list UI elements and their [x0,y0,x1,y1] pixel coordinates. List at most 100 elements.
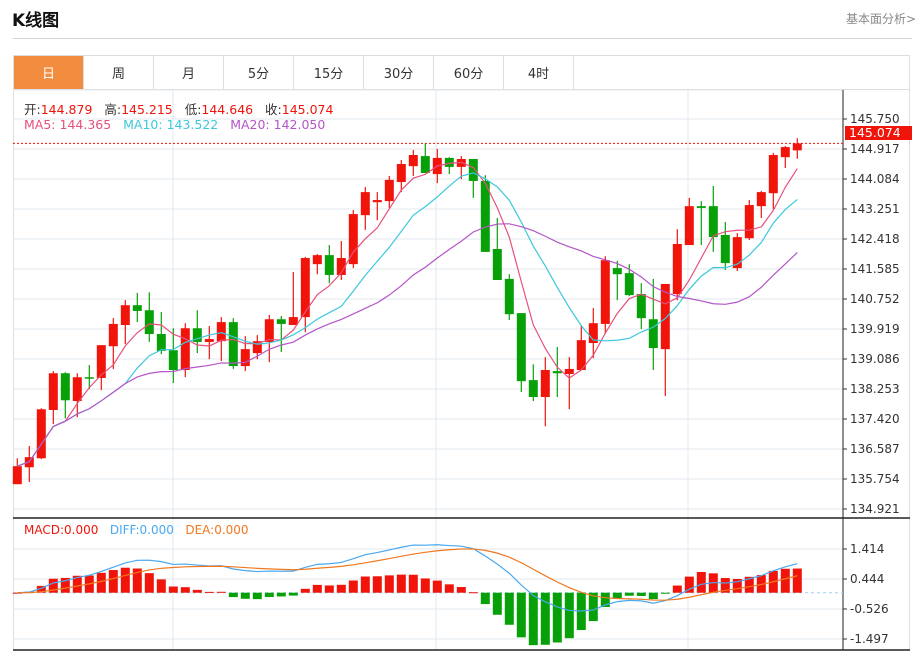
candle-body [360,192,370,216]
tab-60min[interactable]: 60分 [434,56,504,89]
candle-body [96,345,106,378]
candle-body [504,278,514,315]
tab-day[interactable]: 日 [14,56,84,89]
macd-bar [408,574,418,593]
price-tick-label: 139.919 [850,322,900,336]
candle-body [624,273,634,296]
close-label: 收: [265,102,282,117]
price-tick-label: 142.418 [850,232,900,246]
macd-tick-label: 1.414 [850,542,884,556]
candle-body [684,206,694,246]
candle-body [312,255,322,265]
macd-bar [468,592,478,594]
candle-body [408,155,418,167]
candle-body [468,158,478,181]
tab-15min[interactable]: 15分 [294,56,364,89]
candle-body [204,339,214,342]
candle-body [132,305,142,311]
candle-body [444,157,454,167]
macd-bar [276,592,286,597]
macd-bar [684,576,694,593]
candle-body [648,319,658,349]
diff-value: DIFF:0.000 [109,523,174,537]
macd-bar [360,576,370,593]
macd-bar [336,584,346,593]
tab-30min[interactable]: 30分 [364,56,434,89]
candle-body [696,206,706,208]
macd-bar [600,592,610,608]
macd-bar [444,584,454,593]
candle-body [300,258,310,318]
tab-month[interactable]: 月 [154,56,224,89]
tab-4hour[interactable]: 4时 [504,56,574,89]
high-label: 高: [104,102,122,117]
macd-bar [492,592,502,615]
macd-bar [300,588,310,593]
macd-bar [480,592,490,605]
candle-body [492,249,502,280]
candle-body [636,294,646,319]
macd-bar [168,586,178,593]
current-price-label: 145.074 [845,126,912,140]
high-value: 145.215 [121,102,173,117]
macd-bar [744,576,754,593]
macd-bar [552,592,562,643]
macd-tick-label: -0.526 [850,602,889,616]
candle-body [228,322,238,367]
dea-value: DEA:0.000 [185,523,249,537]
macd-bar [120,567,130,593]
candle-body [756,192,766,207]
macd-bar [144,573,154,593]
candle-body [540,370,550,398]
macd-bar [696,571,706,593]
ma-readout: MA5: 144.365 MA10: 143.522 MA20: 142.050 [24,117,325,132]
candle-body [324,255,334,275]
macd-legend: MACD:0.000 DIFF:0.000 DEA:0.000 [24,523,249,537]
candle-body [768,155,778,194]
price-tick-label: 140.752 [850,292,900,306]
candle-body [288,317,298,326]
close-value: 145.074 [281,102,334,117]
macd-bar [96,572,106,593]
macd-bar [192,589,202,593]
macd-bar [756,575,766,593]
macd-bar [648,592,658,600]
macd-bar [564,592,574,639]
candle-body [720,234,730,264]
candle-body [276,319,286,324]
open-value: 144.879 [40,102,93,117]
macd-bar [156,579,166,593]
candle-body [384,179,394,202]
macd-bar [48,578,58,593]
macd-bar [720,578,730,593]
price-tick-label: 134.921 [850,502,900,516]
candle-body [84,377,94,379]
macd-bar [108,570,118,593]
candle-body [552,371,562,374]
tab-5min[interactable]: 5分 [224,56,294,89]
price-tick-label: 138.253 [850,382,900,396]
candle-body [732,237,742,269]
macd-bar [72,575,82,593]
low-label: 低: [184,102,202,117]
fundamental-analysis-link[interactable]: 基本面分析> [845,12,916,26]
ma20-value: 142.050 [273,117,326,132]
macd-bar [12,592,22,594]
macd-bar [348,580,358,593]
candle-body [708,206,718,238]
tab-week[interactable]: 周 [84,56,154,89]
macd-bar [180,587,190,593]
open-label: 开: [24,102,41,117]
candle-body [264,319,274,342]
macd-bar [372,576,382,593]
candle-body [348,214,358,265]
macd-bar [792,568,802,593]
candle-body [36,409,46,459]
candle-body [480,180,490,252]
dea-line [17,548,798,601]
page-title: K线图 [12,11,60,31]
ma5-label: MA5: [24,117,56,132]
candle-body [240,349,250,367]
macd-bar [588,592,598,622]
